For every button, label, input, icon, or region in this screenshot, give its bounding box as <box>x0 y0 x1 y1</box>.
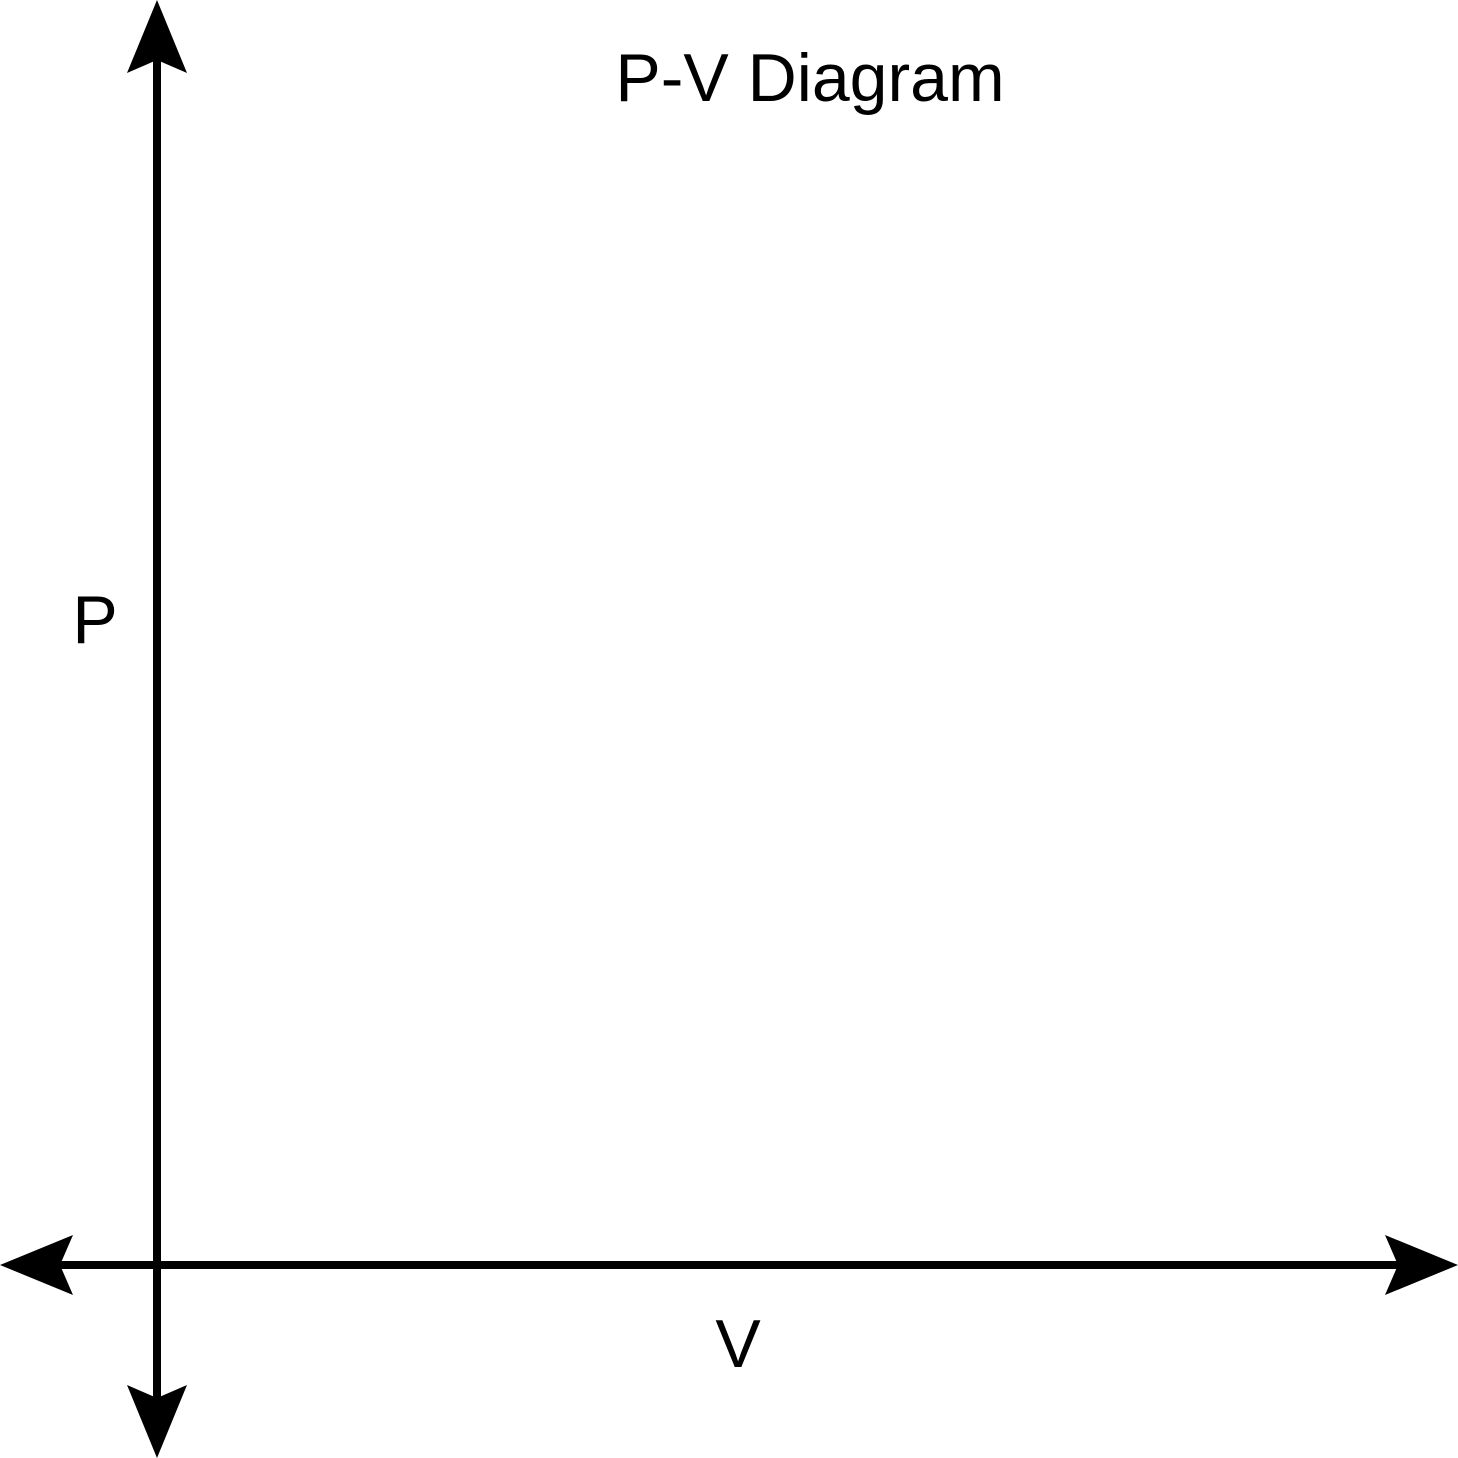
x-axis-arrow-left-icon <box>0 1235 73 1295</box>
diagram-title: P-V Diagram <box>615 40 1004 116</box>
x-axis-arrow-right-icon <box>1385 1235 1458 1295</box>
x-axis-label: V <box>715 1306 761 1382</box>
y-axis-arrow-up-icon <box>127 0 187 73</box>
y-axis-arrow-down-icon <box>127 1385 187 1458</box>
y-axis-label: P <box>72 582 117 658</box>
